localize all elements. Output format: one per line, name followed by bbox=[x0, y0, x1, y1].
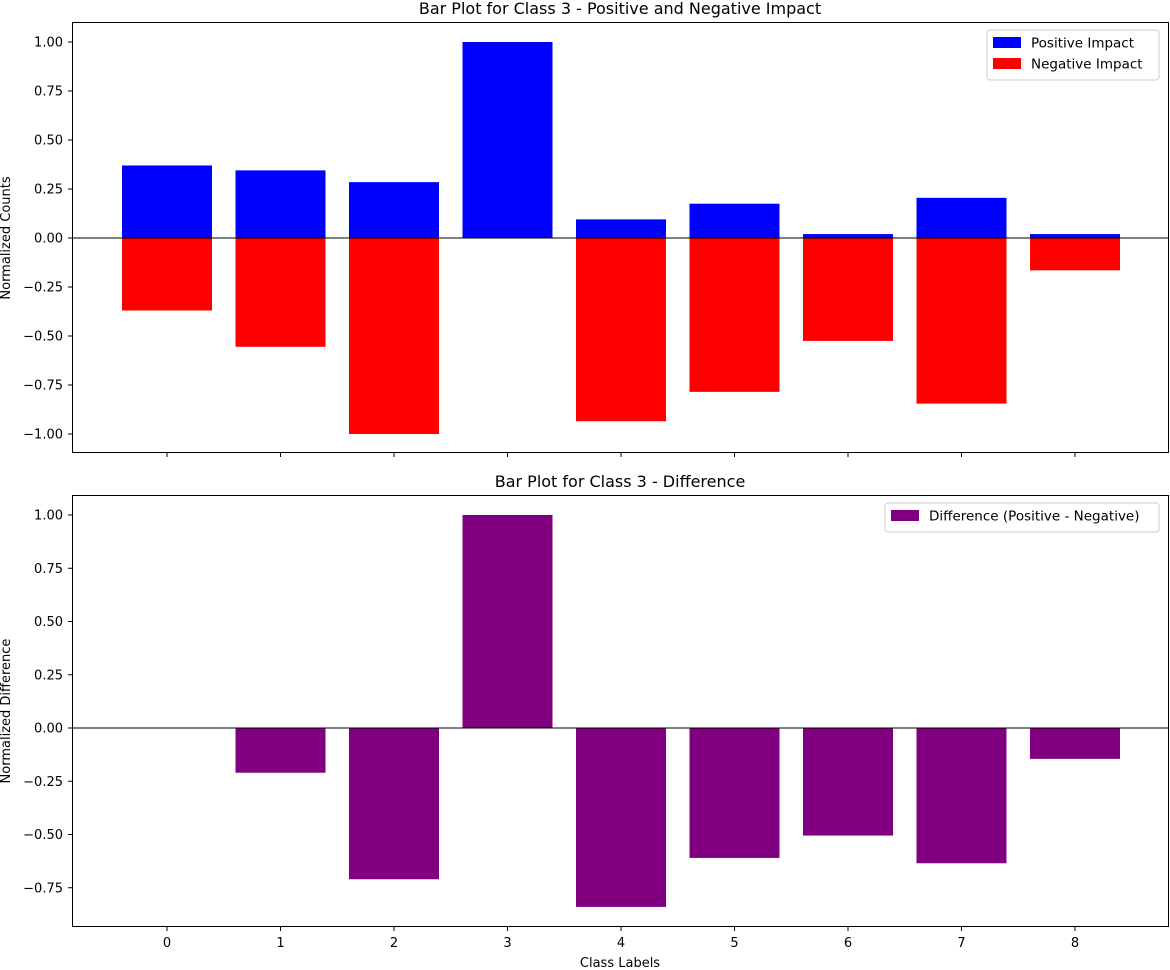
bottom-bar-a-6 bbox=[803, 728, 893, 836]
top-axes-frame bbox=[72, 22, 1169, 453]
bottom-xtick-label: 8 bbox=[1071, 936, 1079, 951]
bottom-xtick-label: 7 bbox=[957, 936, 965, 951]
top-legend-box bbox=[986, 29, 1160, 81]
bottom-bar-a-2 bbox=[349, 728, 439, 880]
bottom-ytick-label: 0.50 bbox=[34, 615, 63, 630]
top-bar-b-2 bbox=[349, 238, 439, 434]
bottom-legend-label: Difference (Positive - Negative) bbox=[929, 509, 1140, 525]
top-bar-a-0 bbox=[122, 165, 212, 238]
top-subplot: Bar Plot for Class 3 - Positive and Nega… bbox=[0, 0, 1169, 457]
bottom-chart-title: Bar Plot for Class 3 - Difference bbox=[495, 472, 746, 491]
bottom-xtick-label: 3 bbox=[503, 936, 511, 951]
top-legend-label: Negative Impact bbox=[1031, 57, 1143, 73]
top-legend-swatch bbox=[993, 37, 1021, 48]
bottom-subplot: Bar Plot for Class 3 - Difference Normal… bbox=[0, 472, 1169, 970]
top-ytick-label: 1.00 bbox=[34, 36, 63, 51]
bottom-xtick-label: 1 bbox=[276, 936, 284, 951]
bottom-bar-a-7 bbox=[916, 728, 1007, 864]
top-bar-b-6 bbox=[803, 238, 893, 341]
bottom-axes: 1.00 0.75 0.50 0.25 0.00 −0.25 −0.50 −0.75 0 1 2 3 4… bbox=[23, 495, 1169, 951]
bottom-ytick-label: 0.00 bbox=[34, 722, 63, 737]
bottom-axes-frame bbox=[72, 495, 1169, 927]
top-axes: 1.00 0.75 0.50 0.25 0.00 −0.25 −0.50 −0.75 −1.00 bbox=[23, 22, 1169, 457]
top-ytick-label: 0.75 bbox=[34, 85, 63, 100]
top-bars bbox=[122, 42, 1120, 434]
bottom-bar-a-1 bbox=[235, 728, 326, 773]
top-bar-a-8 bbox=[1030, 234, 1120, 238]
top-ytick-label: 0.00 bbox=[34, 232, 63, 247]
top-legend[interactable]: Positive Impact Negative Impact bbox=[986, 29, 1160, 81]
bottom-bar-a-4 bbox=[576, 728, 666, 907]
top-bar-a-7 bbox=[916, 197, 1007, 238]
bottom-legend[interactable]: Difference (Positive - Negative) bbox=[884, 502, 1160, 533]
bottom-legend-swatch bbox=[891, 510, 919, 521]
bottom-ytick-label: 1.00 bbox=[34, 509, 63, 524]
top-ytick-label: −0.50 bbox=[23, 330, 63, 345]
top-bar-b-8 bbox=[1030, 238, 1120, 271]
top-bar-b-0 bbox=[122, 238, 212, 311]
top-ytick-label: 0.50 bbox=[34, 134, 63, 149]
top-bar-a-4 bbox=[576, 219, 666, 238]
top-ytick-label: −0.25 bbox=[23, 281, 63, 296]
bottom-bar-a-5 bbox=[689, 728, 780, 858]
bottom-bars bbox=[235, 515, 1120, 907]
top-ytick-label: −0.75 bbox=[23, 379, 63, 394]
bottom-legend-box bbox=[884, 502, 1160, 533]
top-ytick-label: −1.00 bbox=[23, 428, 63, 443]
top-legend-swatch bbox=[993, 58, 1021, 69]
top-bar-b-5 bbox=[689, 238, 780, 392]
top-y-axis-label: Normalized Counts bbox=[0, 176, 14, 299]
top-bar-b-4 bbox=[576, 238, 666, 422]
bottom-ytick-label: −0.75 bbox=[23, 881, 63, 896]
top-ytick-label: 0.25 bbox=[34, 183, 63, 198]
top-bar-a-2 bbox=[349, 182, 439, 238]
top-bar-a-6 bbox=[803, 234, 893, 238]
bottom-x-axis-label: Class Labels bbox=[580, 956, 660, 970]
bottom-bar-a-3 bbox=[462, 515, 553, 728]
top-bar-b-1 bbox=[235, 238, 326, 347]
bottom-ytick-label: −0.50 bbox=[23, 828, 63, 843]
top-bar-a-5 bbox=[689, 203, 780, 238]
bottom-ytick-label: 0.75 bbox=[34, 562, 63, 577]
bottom-bar-a-8 bbox=[1030, 728, 1120, 759]
bottom-ytick-label: −0.25 bbox=[23, 775, 63, 790]
top-legend-label: Positive Impact bbox=[1031, 36, 1134, 52]
bottom-xtick-label: 0 bbox=[163, 936, 171, 951]
top-bar-b-7 bbox=[916, 238, 1007, 404]
top-chart-title: Bar Plot for Class 3 - Positive and Nega… bbox=[419, 0, 821, 18]
bottom-xtick-label: 2 bbox=[390, 936, 398, 951]
bottom-y-axis-label: Normalized Difference bbox=[0, 639, 14, 784]
top-bar-a-1 bbox=[235, 170, 326, 238]
bottom-xtick-label: 4 bbox=[617, 936, 625, 951]
bottom-xtick-label: 6 bbox=[844, 936, 852, 951]
bottom-ytick-label: 0.25 bbox=[34, 668, 63, 683]
bottom-xtick-label: 5 bbox=[730, 936, 738, 951]
top-bar-a-3 bbox=[462, 42, 553, 238]
